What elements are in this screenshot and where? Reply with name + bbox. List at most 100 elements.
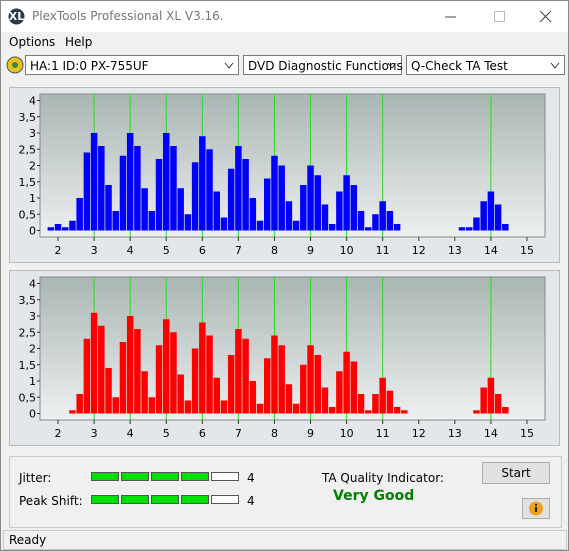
x-tick-label: 14 <box>484 244 498 257</box>
y-tick-label: 3,5 <box>19 111 37 124</box>
bar <box>235 146 242 231</box>
bar <box>83 338 91 414</box>
bar <box>213 191 220 231</box>
jitter-label: Jitter: <box>19 471 52 485</box>
bar <box>170 332 177 414</box>
y-tick-label: 3 <box>29 127 36 140</box>
x-tick-label: 9 <box>307 427 314 440</box>
x-tick-label: 9 <box>307 244 314 257</box>
chart-panel: 2 3 4 5 6 7 8 9 10 11 12 13 14 15 0 0,5 1 1,5 2 2,5 3 3,5 4 <box>9 87 560 263</box>
bar <box>458 227 466 231</box>
bar <box>119 342 127 414</box>
x-tick-label: 5 <box>163 427 170 440</box>
menu-item[interactable]: Help <box>65 35 93 49</box>
x-tick-label: 4 <box>127 427 134 440</box>
bar <box>321 204 329 231</box>
bar <box>98 146 105 231</box>
bar <box>300 185 307 231</box>
x-tick-label: 10 <box>340 427 354 440</box>
y-tick-label: 3,5 <box>19 294 37 307</box>
bar <box>148 397 156 414</box>
info-button[interactable] <box>522 498 550 519</box>
bar <box>393 224 401 231</box>
x-tick-label: 2 <box>55 244 62 257</box>
bar <box>105 185 112 231</box>
bar <box>163 133 170 231</box>
bar <box>386 211 394 231</box>
meter-segment <box>211 472 239 481</box>
bar <box>473 217 480 231</box>
bar <box>256 403 264 414</box>
test-label: Q-Check TA Test <box>411 59 508 73</box>
meter-segment <box>181 472 209 481</box>
bar <box>300 364 307 414</box>
bar <box>285 201 293 231</box>
y-tick-label: 2 <box>29 160 36 173</box>
y-tick-label: 0 <box>29 225 36 238</box>
bar <box>220 400 228 414</box>
x-tick-label: 12 <box>412 427 426 440</box>
meter-segment <box>151 472 179 481</box>
bar <box>76 198 83 231</box>
y-tick-label: 2 <box>29 343 36 356</box>
meter-segment <box>121 495 149 504</box>
bar <box>177 188 184 231</box>
bar <box>199 136 206 231</box>
y-tick-label: 0,5 <box>19 391 37 404</box>
bar <box>264 358 271 414</box>
bar <box>365 410 372 414</box>
bar <box>126 133 134 231</box>
bar <box>307 345 314 414</box>
bar <box>105 368 112 414</box>
x-tick-label: 12 <box>412 244 426 257</box>
x-tick-label: 11 <box>376 427 390 440</box>
status-bar: Ready <box>3 530 567 550</box>
menu-item[interactable]: Options <box>9 35 56 49</box>
bar <box>292 403 300 414</box>
bar <box>365 227 372 231</box>
x-tick-label: 14 <box>484 427 498 440</box>
bar <box>343 175 350 231</box>
bar <box>155 159 163 231</box>
bar <box>235 329 242 414</box>
bar <box>184 214 192 231</box>
bar <box>480 201 487 231</box>
y-tick-label: 2,5 <box>19 143 37 156</box>
window-controls[interactable] <box>441 9 561 25</box>
meter-segment <box>211 495 239 504</box>
status-text: Ready <box>9 533 47 547</box>
x-tick-label: 13 <box>448 427 462 440</box>
bar <box>336 191 343 231</box>
x-tick-label: 15 <box>520 427 534 440</box>
start-button[interactable]: Start <box>482 462 550 484</box>
drive-icon <box>6 56 24 74</box>
bar <box>278 165 285 231</box>
bar <box>213 377 220 414</box>
test-select[interactable]: Q-Check TA Test <box>406 55 565 75</box>
bar <box>191 162 199 231</box>
meter-segment <box>91 495 119 504</box>
x-tick-label: 13 <box>448 244 462 257</box>
bar <box>220 217 228 231</box>
meter-segment <box>151 495 179 504</box>
bar <box>480 387 487 414</box>
bar <box>90 312 98 414</box>
bar <box>328 407 336 414</box>
bar <box>184 400 192 414</box>
y-tick-label: 4 <box>29 278 36 291</box>
function-select[interactable]: DVD Diagnostic Functions <box>243 55 403 75</box>
drive-select[interactable]: HA:1 ID:0 PX-755UF <box>25 55 239 75</box>
bar <box>134 146 141 231</box>
function-label: DVD Diagnostic Functions <box>248 59 403 73</box>
bar <box>227 355 235 414</box>
bar <box>350 361 358 414</box>
bar <box>264 178 271 231</box>
x-tick-label: 7 <box>235 427 242 440</box>
ta-quality-label: TA Quality Indicator: <box>322 471 444 485</box>
bar <box>256 220 264 231</box>
bar <box>76 394 83 414</box>
ta-quality-value: Very Good <box>333 488 415 504</box>
app-icon: XL <box>8 8 25 25</box>
x-tick-label: 6 <box>199 244 206 257</box>
meter-segment <box>91 472 119 481</box>
